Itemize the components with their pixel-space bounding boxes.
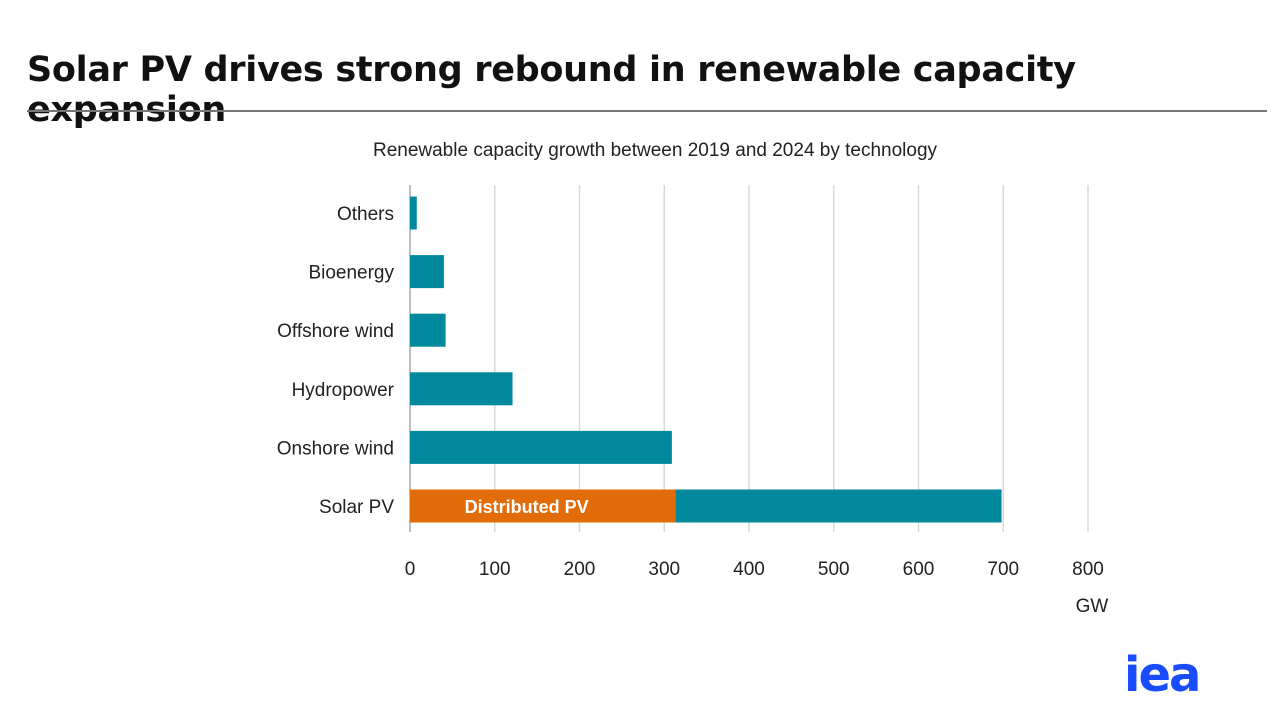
category-label: Bioenergy	[308, 263, 394, 284]
bar-others	[410, 196, 417, 230]
x-tick-label: 100	[479, 559, 511, 580]
x-tick-label: 200	[564, 559, 596, 580]
category-label: Hydropower	[292, 380, 395, 401]
chart-title: Renewable capacity growth between 2019 a…	[372, 140, 938, 161]
x-tick-label: 0	[405, 559, 416, 580]
x-tick-label: 600	[903, 559, 935, 580]
x-tick-label: 400	[733, 559, 765, 580]
bar-solar-pv	[675, 489, 1002, 523]
bar-solar-pv-distributed-pv	[410, 489, 676, 523]
category-label: Offshore wind	[277, 321, 394, 342]
title-divider	[27, 110, 1267, 112]
category-label: Others	[337, 204, 394, 225]
iea-logo: iea	[1124, 647, 1201, 703]
x-axis-label: GW	[1076, 596, 1109, 617]
bar-offshore-wind	[410, 313, 446, 347]
x-tick-label: 700	[987, 559, 1019, 580]
category-label: Solar PV	[319, 497, 394, 518]
x-tick-label: 800	[1072, 559, 1104, 580]
bar-onshore-wind	[410, 430, 672, 464]
x-tick-label: 300	[648, 559, 680, 580]
category-label: Onshore wind	[277, 438, 394, 459]
bar-bioenergy	[410, 255, 444, 289]
x-tick-label: 500	[818, 559, 850, 580]
bar-hydropower	[410, 372, 513, 406]
series-label: Distributed PV	[465, 497, 589, 517]
